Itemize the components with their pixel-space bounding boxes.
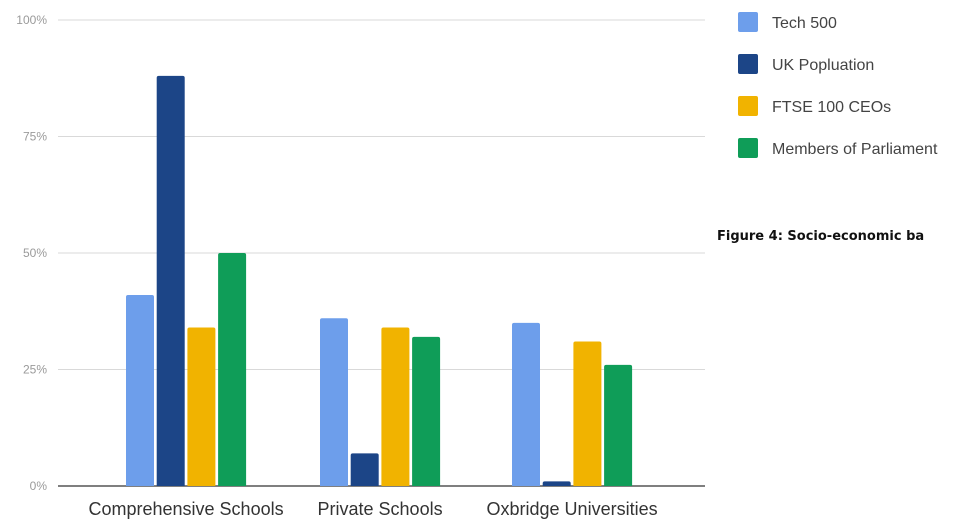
legend-swatch [738,54,758,74]
members-of-parliament-bar [412,336,441,486]
uk-population-bar [156,75,185,487]
y-tick-label: 25% [23,363,47,377]
legend-label: UK Popluation [772,57,874,74]
ftse-100-ceos-bar [381,327,410,486]
legend-item: FTSE 100 CEOs [738,96,891,116]
figure-caption: Figure 4: Socio-economic ba [717,229,924,244]
y-axis-tick-labels: 0% 25% 50% 75% 100% [16,13,47,493]
x-axis-category-labels: Comprehensive Schools Private Schools Oxbr… [88,499,657,519]
legend-swatch [738,96,758,116]
tech-500-bar [126,294,154,486]
y-tick-label: 0% [30,479,48,493]
uk-population-bar [350,453,379,486]
y-tick-label: 100% [16,13,47,27]
y-tick-label: 50% [23,246,47,260]
legend-swatch [738,12,758,32]
members-of-parliament-bar [218,253,247,486]
legend-label: FTSE 100 CEOs [772,99,891,116]
members-of-parliament-bar [604,364,633,486]
ftse-100-ceos-bar [187,327,216,486]
x-category-label: Oxbridge Universities [487,499,658,519]
legend-label: Tech 500 [772,15,837,32]
x-category-label: Private Schools [318,499,443,519]
legend: Tech 500 UK Popluation FTSE 100 CEOs Member… [738,12,938,158]
tech-500-bar [320,318,348,486]
uk-population-bar [542,481,571,486]
legend-swatch [738,138,758,158]
legend-label: Members of Parliament [772,141,938,158]
legend-item: UK Popluation [738,54,874,74]
tech-500-bar [512,322,540,486]
bars [126,75,633,487]
y-tick-label: 75% [23,130,47,144]
x-category-label: Comprehensive Schools [88,499,283,519]
legend-item: Members of Parliament [738,138,938,158]
legend-item: Tech 500 [738,12,837,32]
ftse-100-ceos-bar [573,341,602,486]
